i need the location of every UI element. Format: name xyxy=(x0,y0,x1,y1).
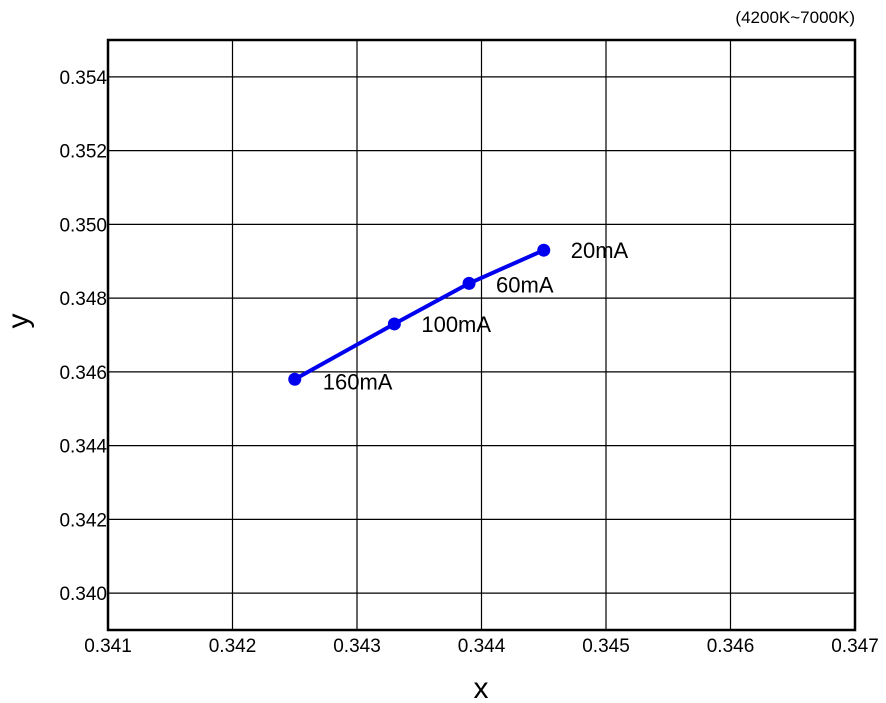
data-point xyxy=(288,372,302,386)
y-tick-label: 0.348 xyxy=(59,289,107,310)
plot-frame xyxy=(106,38,857,632)
y-axis-title: y xyxy=(2,314,35,329)
x-tick-label: 0.347 xyxy=(831,636,879,657)
corner-note: (4200K~7000K) xyxy=(735,8,855,27)
y-tick-label: 0.342 xyxy=(59,510,107,531)
data-point xyxy=(537,243,551,257)
y-tick-label: 0.346 xyxy=(59,363,107,384)
y-tick-label: 0.340 xyxy=(59,584,107,605)
x-tick-label: 0.346 xyxy=(707,636,755,657)
x-tick-label: 0.345 xyxy=(582,636,630,657)
grid xyxy=(107,40,856,630)
y-tick-label: 0.344 xyxy=(59,437,107,458)
x-tick-label: 0.342 xyxy=(209,636,257,657)
data-point-label: 20mA xyxy=(571,238,629,263)
data-point-label: 60mA xyxy=(496,272,554,297)
data-point xyxy=(387,317,401,331)
y-tick-label: 0.354 xyxy=(59,68,107,89)
x-tick-label: 0.344 xyxy=(458,636,506,657)
y-tick-labels: 0.340 0.342 0.344 0.346 0.348 0.350 0.352 0.354 xyxy=(59,68,107,605)
x-tick-labels: 0.341 0.342 0.343 0.344 0.345 0.346 0.347 xyxy=(84,636,879,657)
data-point-label: 160mA xyxy=(323,369,393,394)
y-tick-label: 0.350 xyxy=(59,215,107,236)
series-group xyxy=(288,243,551,386)
y-tick-label: 0.352 xyxy=(59,142,107,163)
data-point-label: 100mA xyxy=(421,312,491,337)
x-axis-title: x xyxy=(474,672,489,703)
x-tick-label: 0.341 xyxy=(84,636,132,657)
data-point xyxy=(462,276,476,290)
x-tick-label: 0.343 xyxy=(333,636,381,657)
series-line xyxy=(293,248,545,382)
